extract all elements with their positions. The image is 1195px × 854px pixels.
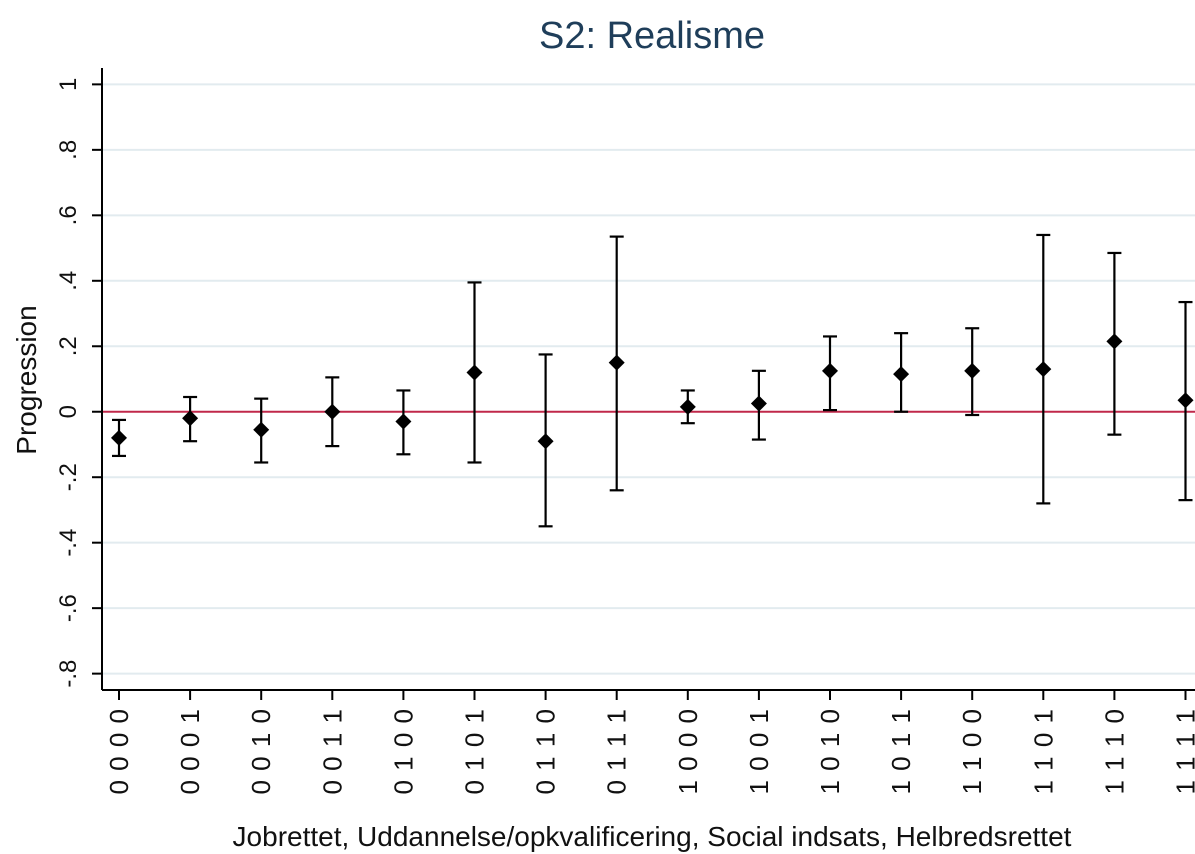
y-tick-label: -.4 [55, 529, 82, 557]
point-estimate [182, 410, 199, 427]
point-estimate [750, 395, 767, 412]
y-axis-label: Progression [11, 305, 42, 454]
errorbar-group [964, 327, 981, 417]
x-tick-label: 1 0 0 1 [744, 708, 774, 795]
errorbar-group [324, 376, 341, 448]
x-tick-label: 1 1 1 1 [1171, 708, 1195, 795]
y-tick-label: 1 [55, 78, 82, 91]
point-estimate [466, 364, 483, 381]
errorbar-group [893, 332, 910, 413]
x-tick-label: 1 0 1 0 [815, 708, 845, 795]
errorbar-group [1035, 233, 1052, 505]
y-tick-label: -.2 [55, 463, 82, 491]
x-tick-label: 0 1 0 0 [388, 708, 418, 795]
y-tick-label: .4 [55, 271, 82, 291]
errorbar-group [1177, 300, 1194, 502]
x-tick-label: 0 0 0 0 [104, 708, 134, 795]
y-tick-label: -.8 [55, 660, 82, 688]
y-tick-label: -.6 [55, 594, 82, 622]
x-tick-label: 0 0 1 0 [246, 708, 276, 795]
x-tick-label: 1 1 0 1 [1028, 708, 1058, 795]
x-tick-label: 0 0 0 1 [175, 708, 205, 795]
x-tick-label: 1 0 1 1 [886, 708, 916, 795]
errorbar-group [1106, 251, 1123, 436]
x-tick-label: 0 1 1 1 [602, 708, 632, 795]
point-estimate [537, 433, 554, 450]
point-estimate [1177, 392, 1194, 409]
errorbar-group [466, 281, 483, 464]
y-tick-label: .8 [55, 140, 82, 160]
point-estimate [1106, 333, 1123, 350]
axes: 1 .8 .6 .4 .2 0 -.2 -.4 -.6 -.8 0 0 0 0 0 0 0 1 0 0 … [55, 68, 1195, 795]
errorbar-group [253, 397, 270, 464]
point-estimate [679, 398, 696, 415]
errorbar-group [822, 335, 838, 412]
x-tick-label: 1 1 0 0 [957, 708, 987, 795]
x-tick-label: 1 1 1 0 [1099, 708, 1129, 795]
x-tick-label: 0 1 0 1 [460, 708, 490, 795]
errorbar-group [111, 418, 127, 458]
point-estimate [893, 366, 910, 383]
point-estimate [608, 354, 625, 371]
x-tick-label: 1 0 0 0 [673, 708, 703, 795]
point-estimate [324, 403, 341, 420]
data-series [111, 233, 1194, 528]
x-tick-label: 0 0 1 1 [317, 708, 347, 795]
point-estimate [253, 421, 270, 438]
gridlines [102, 83, 1195, 675]
chart-title: S2: Realisme [539, 15, 765, 57]
x-tick-label: 0 1 1 0 [531, 708, 561, 795]
y-tick-label: .6 [55, 205, 82, 225]
errorbar-group [679, 389, 696, 425]
errorbar-group [537, 353, 554, 528]
y-tick-label: 0 [55, 405, 82, 418]
point-estimate [111, 429, 127, 446]
y-tick-label: .2 [55, 336, 82, 356]
point-estimate [964, 362, 981, 379]
point-estimate [822, 362, 838, 379]
point-estimate [395, 413, 412, 430]
errorbar-group [182, 395, 199, 443]
errorbar-group [750, 369, 767, 441]
x-axis-label: Jobrettet, Uddannelse/opkvalificering, S… [233, 821, 1072, 852]
point-estimate [1035, 361, 1052, 378]
errorbar-group [395, 389, 412, 456]
errorbar-group [608, 235, 625, 492]
